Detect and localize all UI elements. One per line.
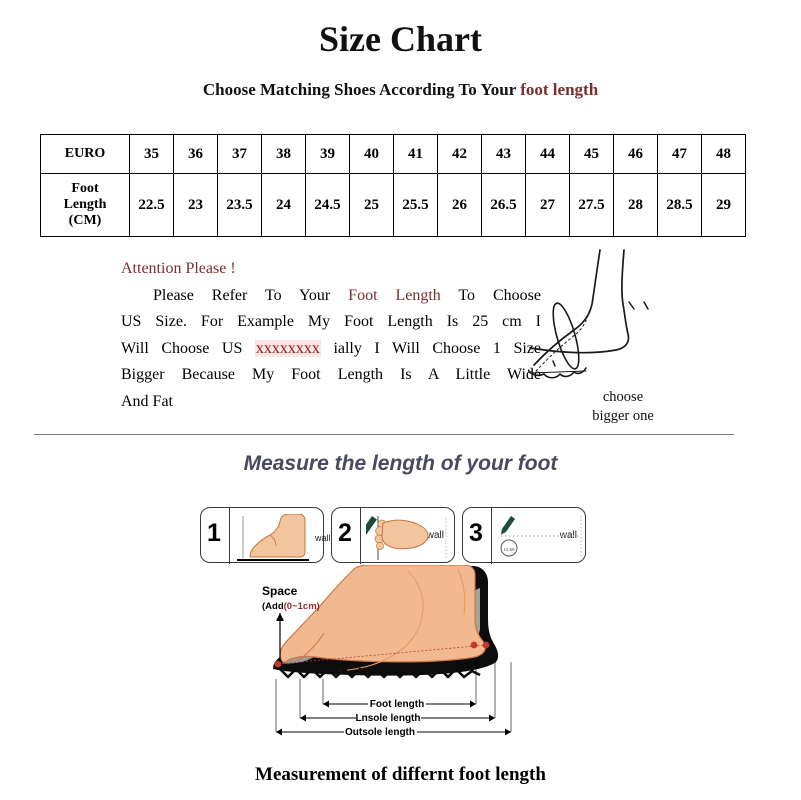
svg-text:Foot length: Foot length: [370, 699, 424, 710]
svg-text:Outsole length: Outsole length: [345, 727, 415, 738]
svg-text:wall: wall: [314, 533, 330, 543]
svg-text:11:59: 11:59: [504, 547, 515, 552]
svg-text:(Add(0~1cm): (Add(0~1cm): [262, 601, 320, 612]
svg-text:Lnsole length: Lnsole length: [356, 713, 421, 724]
svg-text:Space: Space: [262, 584, 298, 598]
